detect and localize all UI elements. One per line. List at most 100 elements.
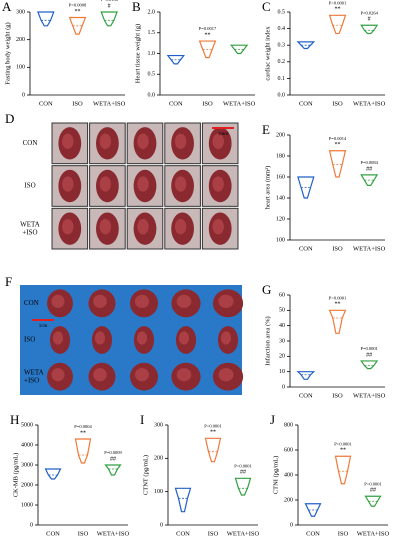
significance-mark: ** (205, 32, 211, 38)
row-label: CON (23, 139, 38, 147)
significance-mark: ** (210, 430, 216, 436)
violin (74, 438, 92, 464)
p-value: P=0.0017 (199, 26, 217, 31)
violin (297, 176, 315, 199)
heart-highlight (62, 176, 74, 192)
p-value: P=0.0084 (360, 160, 378, 165)
x-tick-label: ISO (208, 530, 219, 537)
y-tick-label: 40 (279, 323, 285, 329)
violin (166, 54, 185, 65)
significance-mark: ** (335, 142, 341, 148)
significance-mark: # (108, 3, 111, 9)
significance-mark: ## (366, 352, 372, 358)
y-tick-label: 200 (276, 132, 285, 138)
p-value: P<0.0001 (334, 441, 351, 446)
heart-highlight (176, 294, 192, 308)
y-tick-label: 1000 (21, 502, 33, 508)
p-value: P=0.0264 (360, 10, 378, 15)
panel-letter: H (10, 412, 19, 427)
significance-mark: ## (366, 166, 372, 172)
panel-letter: I (140, 412, 144, 427)
x-tick-label: ISO (72, 100, 83, 107)
heart-highlight (212, 218, 224, 235)
y-tick-label: 0 (290, 522, 293, 528)
x-tick-label: CON (176, 530, 190, 537)
y-tick-label: 2.0 (148, 9, 156, 15)
significance-mark: ## (370, 488, 376, 494)
significance-mark: ** (75, 9, 81, 15)
y-tick-label: 160 (276, 174, 285, 180)
y-tick-label: 2000 (21, 482, 33, 488)
violin (328, 309, 347, 334)
violin (234, 477, 252, 496)
y-tick-label: 140 (276, 195, 285, 201)
x-tick-label: CON (299, 100, 313, 107)
y-tick-label: 100 (154, 489, 163, 495)
y-tick-label: 50 (279, 308, 285, 314)
violin (360, 360, 379, 370)
row-label: +ISO (22, 228, 37, 236)
x-tick-label: WETA+ISO (223, 100, 256, 107)
y-tick-label: 800 (284, 422, 293, 428)
heart-highlight (99, 176, 112, 192)
heart-highlight (62, 133, 74, 150)
y-tick-label: 300 (16, 9, 25, 15)
p-value: P=0.0009 (104, 450, 122, 455)
panel-letter: J (270, 412, 275, 427)
x-tick-label: ISO (338, 530, 349, 537)
x-tick-label: WETA+ISO (97, 530, 130, 537)
x-tick-label: WETA+ISO (357, 530, 390, 537)
panel-letter: F (5, 274, 12, 289)
row-label: ISO (24, 182, 35, 190)
y-tick-label: 400 (284, 472, 293, 478)
x-tick-label: ISO (202, 100, 213, 107)
heart-highlight (212, 176, 224, 192)
p-value: P=0.0008 (69, 3, 87, 8)
x-tick-label: ISO (78, 530, 89, 537)
y-axis-label: Infarction area (%) (264, 316, 271, 365)
row-label: WETA (20, 220, 40, 228)
violin (104, 464, 122, 476)
scale-label: 1cm (39, 324, 48, 329)
violin (44, 468, 62, 480)
heart-highlight (93, 368, 107, 382)
y-tick-label: 0.2 (278, 59, 286, 65)
y-tick-label: 0.5 (278, 9, 286, 15)
x-tick-label: CON (39, 100, 53, 107)
p-value: P<0.0001 (234, 463, 251, 468)
violin (100, 11, 118, 27)
x-tick-label: CON (169, 100, 183, 107)
heart-highlight (218, 368, 234, 382)
significance-mark: ** (335, 302, 341, 308)
row-label: ISO (24, 336, 35, 344)
y-tick-label: 0.5 (148, 72, 156, 78)
heart-highlight (52, 331, 64, 345)
y-tick-label: 200 (284, 497, 293, 503)
x-tick-label: WETA+ISO (353, 245, 386, 252)
x-tick-label: CON (306, 530, 320, 537)
heart-highlight (174, 176, 187, 192)
panel-letter: G (262, 282, 271, 297)
panel-letter: A (2, 0, 12, 14)
y-tick-label: 0 (282, 384, 285, 390)
heart-highlight (134, 294, 150, 308)
y-tick-label: 20 (279, 354, 285, 360)
y-tick-label: 200 (154, 456, 163, 462)
significance-mark: ## (110, 456, 116, 462)
heart-highlight (176, 368, 192, 382)
y-tick-label: 1.0 (148, 51, 156, 57)
panel-letter: C (262, 0, 271, 14)
y-tick-label: 300 (154, 422, 163, 428)
heart-highlight (51, 368, 65, 382)
heart-highlight (137, 176, 149, 192)
p-value: P<0.0001 (364, 481, 381, 486)
y-tick-label: 3000 (21, 462, 33, 468)
y-tick-label: 0 (22, 92, 25, 98)
violin (37, 11, 55, 27)
y-tick-label: 200 (16, 37, 25, 43)
violin (204, 437, 222, 463)
y-axis-label: Fasting body weight (g) (4, 22, 11, 84)
y-axis-label: CTNT (pg/mL) (142, 455, 149, 495)
x-tick-label: ISO (332, 100, 343, 107)
heart-highlight (99, 133, 112, 150)
